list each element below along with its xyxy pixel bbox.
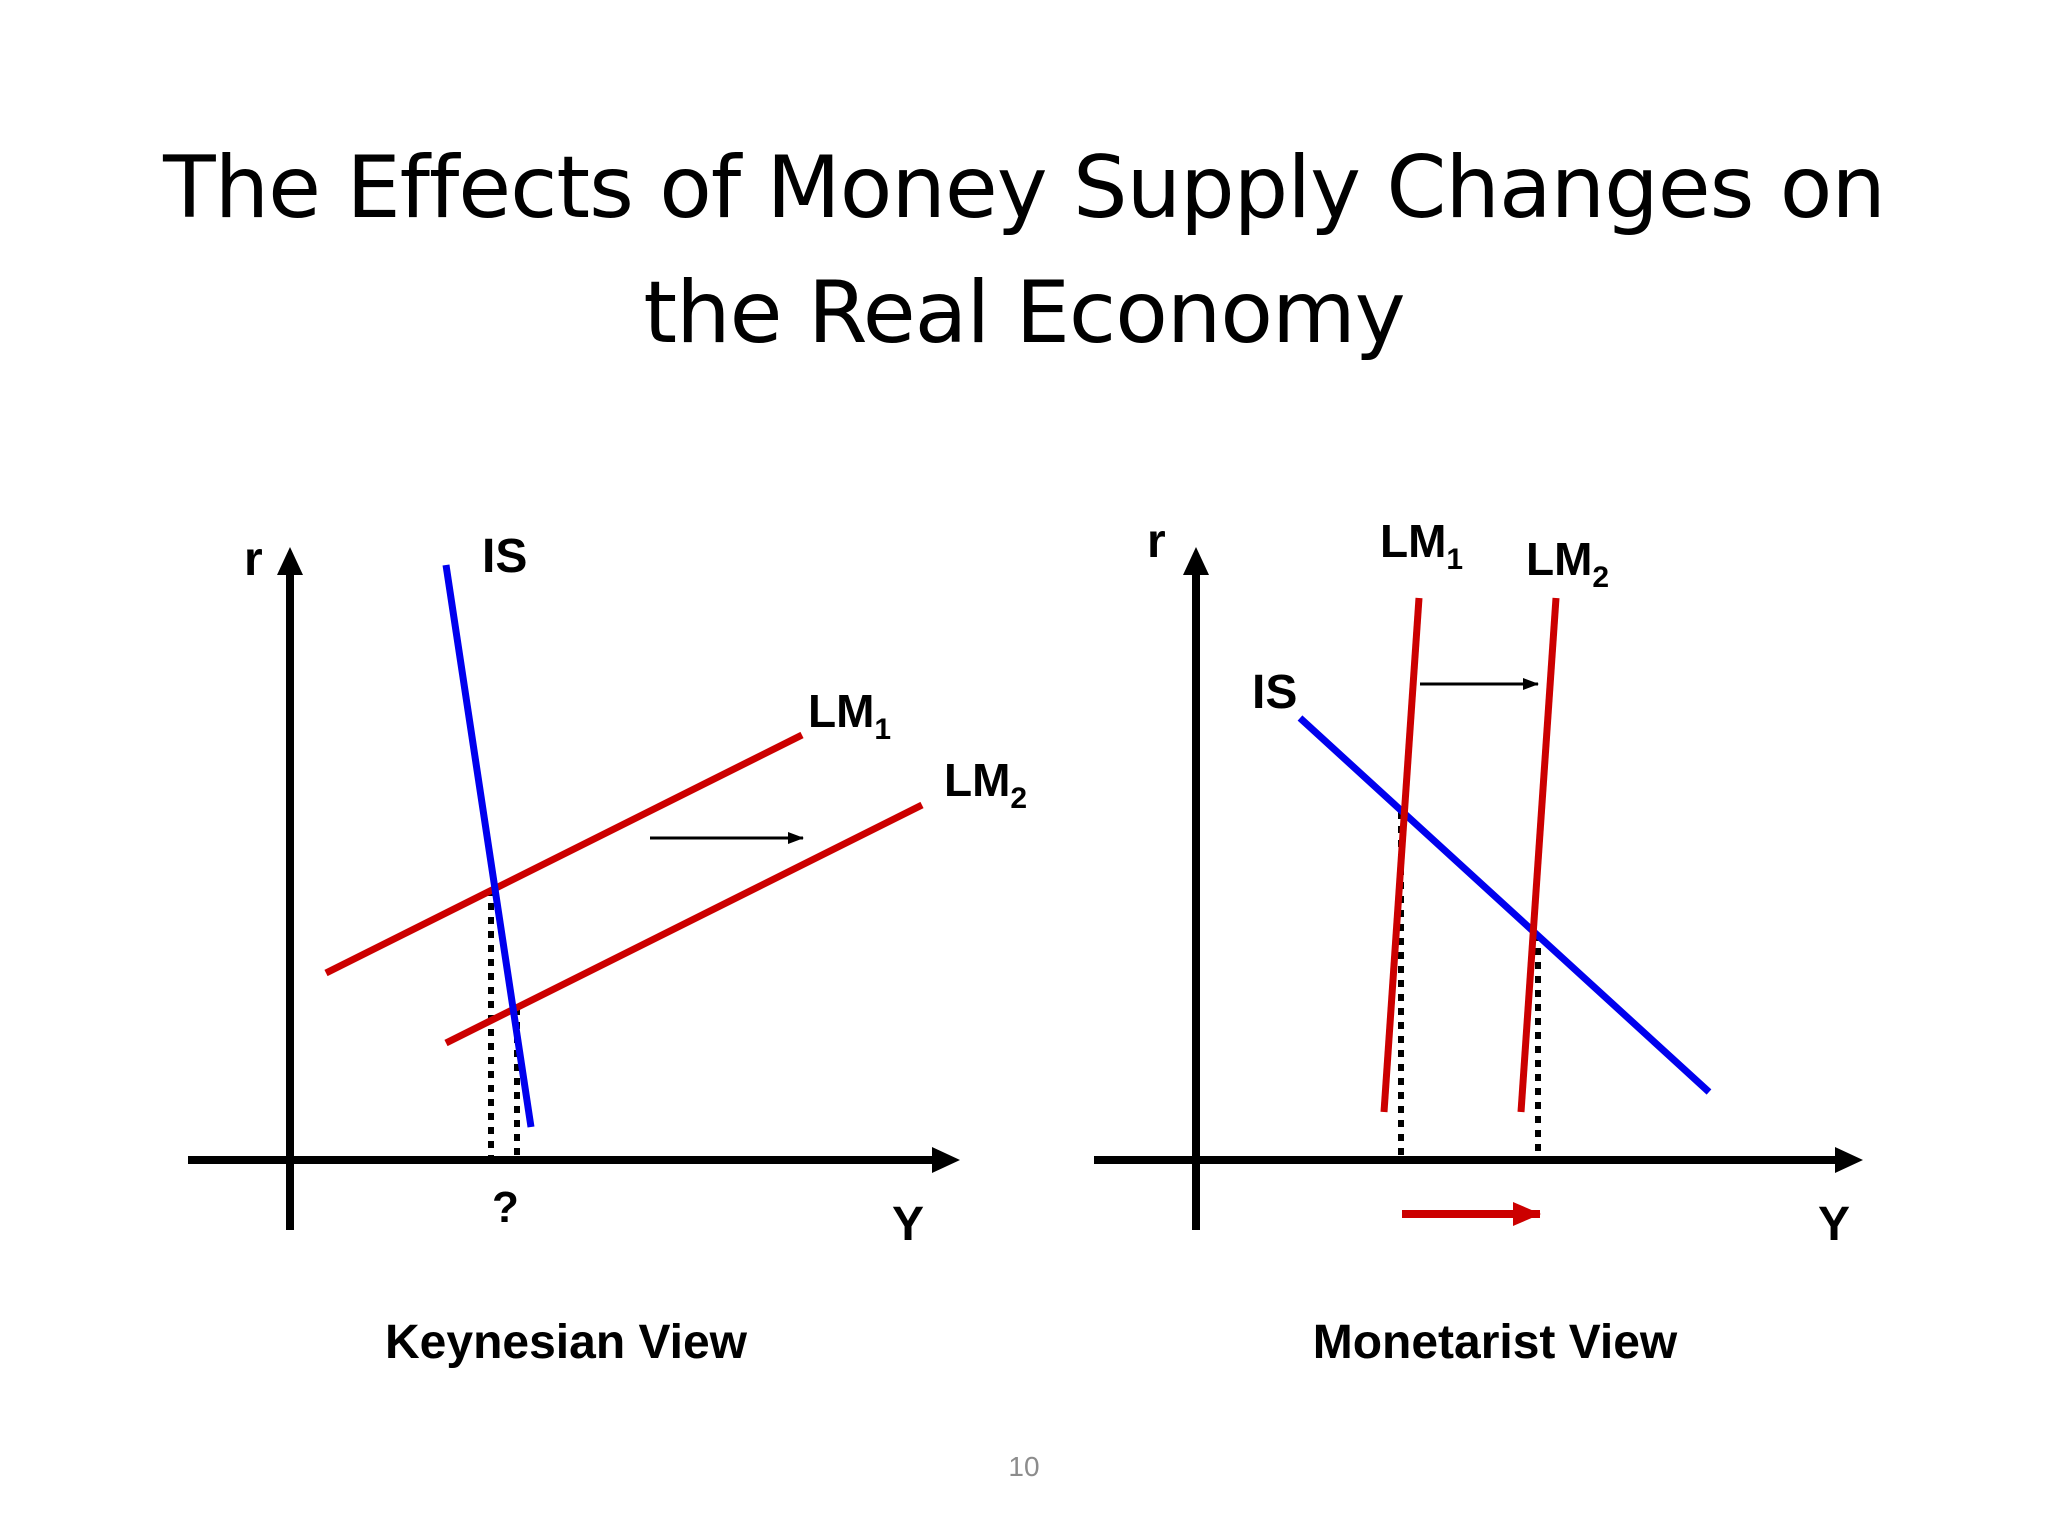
keynesian-output-change-label: ? (492, 1183, 519, 1232)
keynesian-lm2-label-sub: 2 (1010, 782, 1027, 815)
monetarist-x-axis-arrowhead (1835, 1147, 1863, 1173)
monetarist-lm2-curve (1517, 597, 1560, 1113)
monetarist-caption: Monetarist View (1313, 1316, 1678, 1369)
keynesian-lm2-label-main: LM (944, 754, 1010, 806)
keynesian-is-label: IS (482, 530, 527, 583)
monetarist-lm1-curve (1380, 597, 1423, 1113)
keynesian-lm2-curve (444, 801, 924, 1047)
keynesian-x-axis-arrowhead (932, 1147, 960, 1173)
monetarist-is-curve (1297, 715, 1712, 1095)
monetarist-lm1-label-main: LM (1380, 515, 1446, 567)
keynesian-is-curve (442, 564, 535, 1128)
keynesian-lm1-label-main: LM (808, 685, 874, 737)
slide-title-line-2: the Real Economy (643, 263, 1405, 363)
monetarist-diagram: r Y IS LM1 LM2 Monetarist View (1094, 515, 1863, 1369)
slide-title-line-1: The Effects of Money Supply Changes on (163, 138, 1886, 238)
monetarist-lm2-label-sub: 2 (1592, 561, 1609, 594)
monetarist-y-axis-label: r (1147, 515, 1166, 568)
keynesian-lm2-label: LM2 (944, 754, 1027, 815)
keynesian-lm1-label-sub: 1 (874, 713, 891, 746)
keynesian-y-axis-label: r (244, 533, 263, 586)
keynesian-lm1-label: LM1 (808, 685, 891, 746)
keynesian-caption: Keynesian View (385, 1316, 748, 1369)
page-number: 10 (1008, 1451, 1039, 1482)
monetarist-lm1-label: LM1 (1380, 515, 1463, 576)
monetarist-lm2-label: LM2 (1526, 533, 1609, 594)
keynesian-lm1-curve (324, 731, 804, 977)
monetarist-x-axis-label: Y (1818, 1198, 1850, 1251)
monetarist-lm2-label-main: LM (1526, 533, 1592, 585)
monetarist-is-label: IS (1252, 666, 1297, 719)
monetarist-lm1-label-sub: 1 (1446, 543, 1463, 576)
keynesian-diagram: r Y IS LM1 LM2 ? Keynesian View (188, 530, 1027, 1369)
keynesian-x-axis-label: Y (892, 1198, 924, 1251)
monetarist-y-axis-arrowhead (1183, 547, 1209, 575)
keynesian-y-axis-arrowhead (277, 547, 303, 575)
